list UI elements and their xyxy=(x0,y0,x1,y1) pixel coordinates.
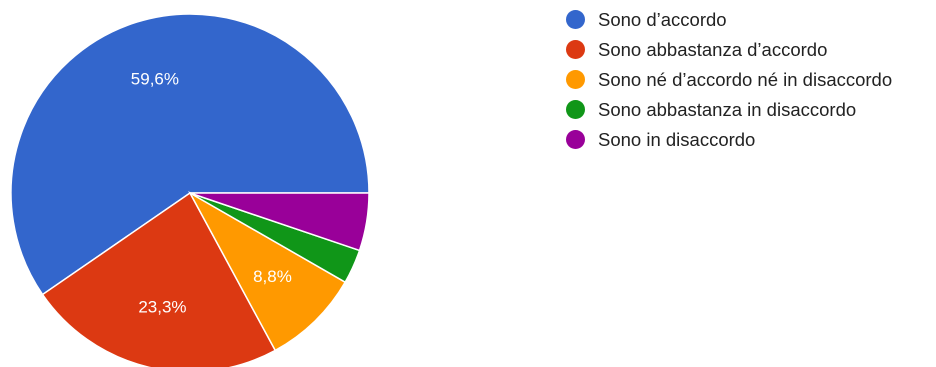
legend-item-5[interactable]: Sono in disaccordo xyxy=(566,126,932,153)
legend-label-3: Sono né d’accordo né in disaccordo xyxy=(598,69,893,90)
pie-slice-3[interactable] xyxy=(188,191,347,352)
slice-label-3: 8,8% xyxy=(253,267,292,286)
pie-plot-area: 59,6% 23,3% 8,8% xyxy=(10,13,370,367)
legend-item-1[interactable]: Sono d’accordo xyxy=(566,6,932,33)
legend-item-2[interactable]: Sono abbastanza d’accordo xyxy=(566,36,932,63)
legend-swatch-2 xyxy=(566,40,585,59)
legend-swatch-3 xyxy=(566,70,585,89)
legend-swatch-4 xyxy=(566,100,585,119)
slice-label-1: 59,6% xyxy=(131,70,179,89)
slice-label-2: 23,3% xyxy=(138,297,186,316)
pie-slice-2[interactable] xyxy=(41,191,277,367)
legend-label-2: Sono abbastanza d’accordo xyxy=(598,39,828,60)
legend-item-3[interactable]: Sono né d’accordo né in disaccordo xyxy=(566,66,932,93)
legend-label-4: Sono abbastanza in disaccordo xyxy=(598,99,857,120)
legend-swatch-5 xyxy=(566,130,585,149)
legend-item-4[interactable]: Sono abbastanza in disaccordo xyxy=(566,96,932,123)
pie-slice-5[interactable] xyxy=(189,192,370,252)
legend-label-1: Sono d’accordo xyxy=(598,9,727,30)
pie-slice-1[interactable] xyxy=(10,13,370,296)
legend-label-5: Sono in disaccordo xyxy=(598,129,756,150)
legend: Sono d’accordo Sono abbastanza d’accordo S… xyxy=(566,6,932,156)
legend-swatch-1 xyxy=(566,10,585,29)
